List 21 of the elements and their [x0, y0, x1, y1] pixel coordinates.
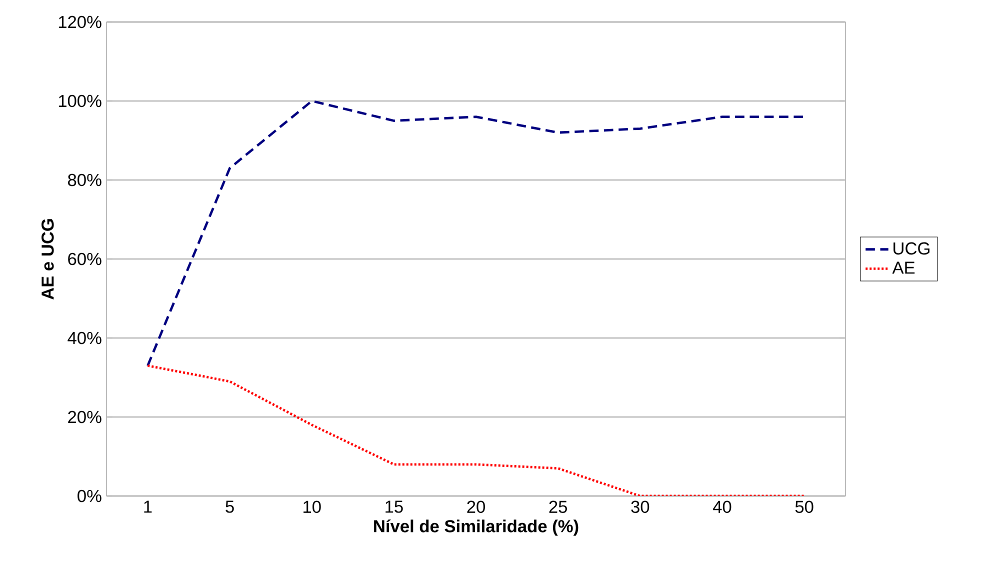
x-tick-label: 30: [631, 500, 650, 513]
y-axis-title: AE e UCG: [42, 219, 54, 300]
x-tick-label: 10: [304, 500, 321, 513]
x-tick-label: 15: [386, 500, 403, 513]
y-tick-label: 0%: [78, 490, 102, 502]
legend-label: AE: [892, 262, 915, 274]
x-tick-label: 1: [144, 500, 152, 513]
line-series: [146, 100, 806, 367]
y-tick-label: 40%: [68, 332, 102, 344]
x-tick-label: 20: [467, 500, 485, 513]
x-tick-label: 25: [549, 500, 567, 513]
x-tick-label: 40: [712, 500, 732, 513]
legend-label: UCG: [894, 242, 930, 255]
x-tick-label: 50: [795, 500, 814, 513]
x-axis-title: Nível de Similaridade (%): [374, 519, 578, 536]
y-tick-label: 120%: [58, 16, 102, 28]
x-tick-label: 5: [226, 500, 234, 513]
y-tick-label: 20%: [68, 410, 102, 424]
y-tick-label: 60%: [68, 252, 102, 266]
y-tick-label: 100%: [58, 94, 102, 108]
y-tick-label: 80%: [68, 174, 102, 186]
